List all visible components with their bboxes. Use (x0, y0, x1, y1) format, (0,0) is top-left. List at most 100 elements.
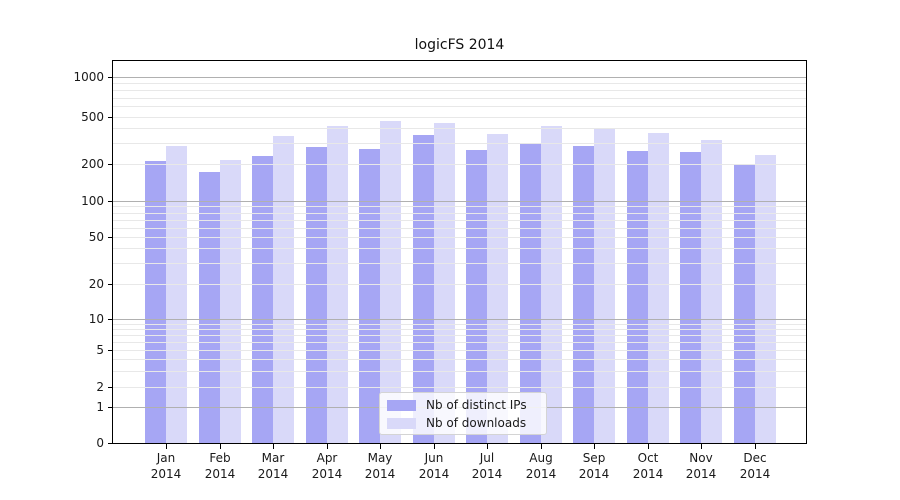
bar-distinct-ips-dec (734, 165, 755, 443)
minor-gridline (113, 359, 806, 360)
minor-gridline (113, 263, 806, 264)
minor-gridline (113, 117, 806, 118)
gridlines-layer (113, 61, 806, 443)
minor-gridline (113, 164, 806, 165)
y-tick-mark (108, 284, 113, 285)
x-tick-mark (701, 444, 702, 449)
bar-downloads-jul (487, 134, 508, 443)
y-tick-label: 200 (81, 157, 104, 171)
x-tick-mark (755, 444, 756, 449)
bar-distinct-ips-feb (199, 172, 220, 443)
y-tick-label: 50 (88, 230, 104, 244)
bar-downloads-mar (273, 136, 294, 443)
minor-gridline (113, 206, 806, 207)
legend-item-distinct-ips: Nb of distinct IPs (380, 397, 546, 413)
legend-swatch-distinct-ips (387, 400, 416, 411)
x-tick-month: Apr (316, 451, 338, 465)
x-tick-label-jul: Jul 2014 (455, 450, 519, 482)
minor-gridline (113, 237, 806, 238)
x-tick-month: Aug (529, 451, 553, 465)
x-tick-mark (327, 444, 328, 449)
x-tick-label-jan: Jan 2014 (134, 450, 198, 482)
bar-distinct-ips-aug (520, 144, 541, 443)
minor-gridline (113, 143, 806, 144)
x-tick-month: Mar (261, 451, 285, 465)
x-tick-label-apr: Apr 2014 (295, 450, 359, 482)
y-tick-label: 0 (96, 436, 104, 450)
y-tick-mark (108, 117, 113, 118)
legend-label-downloads: Nb of downloads (426, 416, 527, 430)
x-tick-year: 2014 (311, 467, 343, 481)
x-tick-month: Oct (637, 451, 659, 465)
bar-distinct-ips-jul (466, 150, 487, 443)
minor-gridline (113, 342, 806, 343)
x-tick-year: 2014 (364, 467, 396, 481)
x-tick-year: 2014 (685, 467, 717, 481)
x-tick-month: Dec (743, 451, 767, 465)
x-tick-label-jun: Jun 2014 (402, 450, 466, 482)
x-tick-month: Feb (209, 451, 231, 465)
x-tick-label-dec: Dec 2014 (723, 450, 787, 482)
x-tick-mark (220, 444, 221, 449)
y-tick-label: 20 (88, 277, 104, 291)
legend-item-downloads: Nb of downloads (380, 415, 546, 431)
x-tick-year: 2014 (150, 467, 182, 481)
bar-distinct-ips-jan (145, 161, 166, 443)
y-tick-label: 2 (96, 380, 104, 394)
minor-gridline (113, 248, 806, 249)
major-gridline (113, 319, 806, 320)
minor-gridline (113, 220, 806, 221)
x-tick-label-sep: Sep 2014 (562, 450, 626, 482)
y-tick-label: 1 (96, 400, 104, 414)
bar-downloads-nov (701, 140, 722, 443)
minor-gridline (113, 90, 806, 91)
x-tick-year: 2014 (739, 467, 771, 481)
x-tick-mark (541, 444, 542, 449)
minor-gridline (113, 387, 806, 388)
x-tick-mark (166, 444, 167, 449)
y-tick-label: 1000 (73, 70, 104, 84)
bar-distinct-ips-apr (306, 147, 327, 443)
y-tick-mark (108, 350, 113, 351)
x-tick-label-feb: Feb 2014 (188, 450, 252, 482)
x-tick-mark (487, 444, 488, 449)
y-tick-label: 100 (81, 194, 104, 208)
x-tick-label-oct: Oct 2014 (616, 450, 680, 482)
x-tick-label-mar: Mar 2014 (241, 450, 305, 482)
y-tick-label: 5 (96, 343, 104, 357)
legend-swatch-downloads (387, 418, 416, 429)
y-tick-label: 500 (81, 110, 104, 124)
minor-gridline (113, 228, 806, 229)
minor-gridline (113, 213, 806, 214)
bar-distinct-ips-oct (627, 151, 648, 443)
x-tick-label-aug: Aug 2014 (509, 450, 573, 482)
x-tick-year: 2014 (578, 467, 610, 481)
major-gridline (113, 77, 806, 78)
major-gridline (113, 201, 806, 202)
bar-downloads-jun (434, 123, 455, 443)
y-tick-mark (108, 387, 113, 388)
bar-downloads-oct (648, 133, 669, 443)
x-tick-mark (594, 444, 595, 449)
x-tick-mark (434, 444, 435, 449)
x-tick-mark (380, 444, 381, 449)
minor-gridline (113, 284, 806, 285)
legend: Nb of distinct IPs Nb of downloads (379, 392, 547, 435)
minor-gridline (113, 83, 806, 84)
x-tick-month: Sep (582, 451, 606, 465)
y-tick-mark (108, 164, 113, 165)
minor-gridline (113, 329, 806, 330)
plot-area: Nb of distinct IPs Nb of downloads (113, 61, 806, 443)
y-tick-mark (108, 237, 113, 238)
x-tick-month: Jun (424, 451, 444, 465)
minor-gridline (113, 350, 806, 351)
x-tick-mark (648, 444, 649, 449)
bar-distinct-ips-nov (680, 152, 701, 443)
x-tick-month: May (367, 451, 393, 465)
y-tick-mark (108, 443, 113, 444)
x-tick-label-may: May 2014 (348, 450, 412, 482)
minor-gridline (113, 335, 806, 336)
legend-label-distinct-ips: Nb of distinct IPs (426, 398, 527, 412)
x-tick-year: 2014 (471, 467, 503, 481)
x-tick-mark (273, 444, 274, 449)
